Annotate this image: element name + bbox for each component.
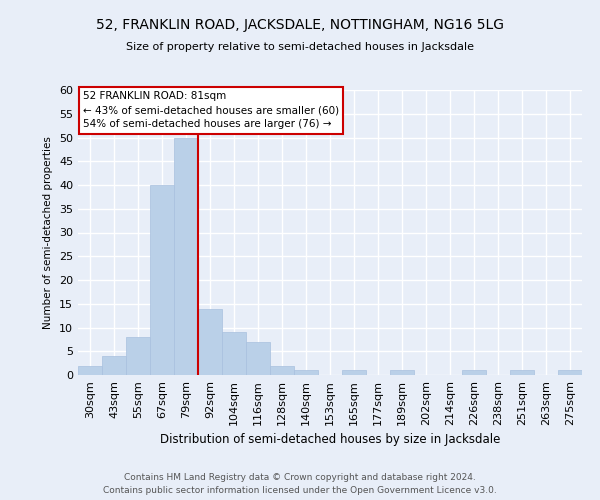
Bar <box>510 370 534 375</box>
Bar <box>150 185 174 375</box>
Bar <box>174 138 198 375</box>
Bar <box>78 366 102 375</box>
Bar <box>222 332 246 375</box>
Y-axis label: Number of semi-detached properties: Number of semi-detached properties <box>43 136 53 329</box>
Bar <box>270 366 294 375</box>
Bar <box>126 337 150 375</box>
Text: Contains HM Land Registry data © Crown copyright and database right 2024.
Contai: Contains HM Land Registry data © Crown c… <box>103 474 497 495</box>
Bar <box>294 370 318 375</box>
Text: 52, FRANKLIN ROAD, JACKSDALE, NOTTINGHAM, NG16 5LG: 52, FRANKLIN ROAD, JACKSDALE, NOTTINGHAM… <box>96 18 504 32</box>
Bar <box>198 308 222 375</box>
Bar <box>462 370 486 375</box>
Text: 52 FRANKLIN ROAD: 81sqm
← 43% of semi-detached houses are smaller (60)
54% of se: 52 FRANKLIN ROAD: 81sqm ← 43% of semi-de… <box>83 92 339 130</box>
X-axis label: Distribution of semi-detached houses by size in Jacksdale: Distribution of semi-detached houses by … <box>160 433 500 446</box>
Bar <box>390 370 414 375</box>
Bar <box>342 370 366 375</box>
Text: Size of property relative to semi-detached houses in Jacksdale: Size of property relative to semi-detach… <box>126 42 474 52</box>
Bar <box>558 370 582 375</box>
Bar <box>246 342 270 375</box>
Bar <box>102 356 126 375</box>
